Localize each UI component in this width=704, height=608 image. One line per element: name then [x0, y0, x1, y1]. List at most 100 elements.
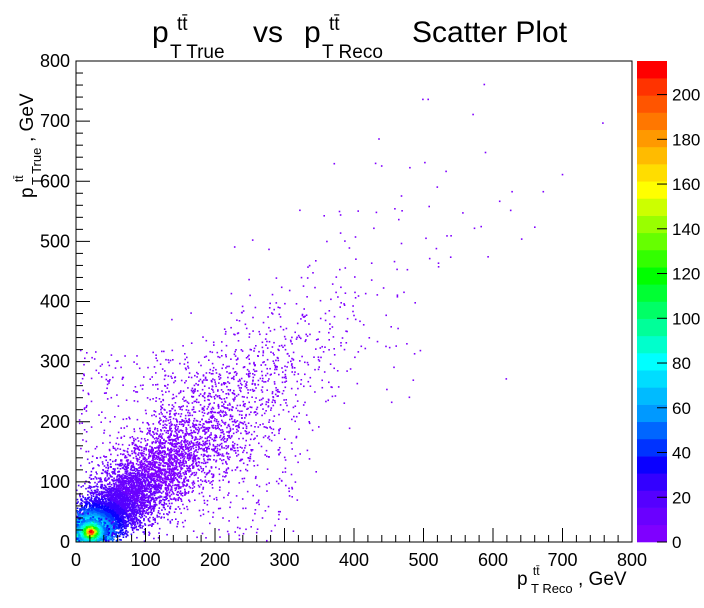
heatmap-cell [376, 340, 379, 343]
heatmap-cell [154, 410, 157, 413]
heatmap-cell [311, 429, 314, 432]
heatmap-cell [144, 483, 147, 485]
heatmap-cell [159, 471, 161, 474]
heatmap-cell [187, 469, 189, 472]
heatmap-cell [233, 393, 236, 396]
heatmap-cell [141, 506, 144, 509]
heatmap-cell [198, 428, 201, 430]
heatmap-cell [210, 415, 213, 417]
heatmap-cell [210, 432, 212, 434]
heatmap-cell [272, 399, 274, 401]
heatmap-cell [243, 396, 245, 398]
heatmap-cell [143, 465, 145, 468]
heatmap-cell [191, 402, 194, 404]
heatmap-cell [174, 452, 177, 455]
heatmap-cell [223, 403, 225, 405]
heatmap-cell [146, 465, 148, 468]
heatmap-cell [245, 357, 248, 359]
heatmap-cell [188, 470, 190, 472]
heatmap-cell [245, 528, 247, 531]
heatmap-cell [277, 510, 280, 513]
heatmap-cell [214, 436, 217, 438]
heatmap-cell [412, 379, 415, 381]
heatmap-cell [176, 473, 178, 476]
heatmap-cell [178, 436, 181, 438]
heatmap-cell [136, 363, 138, 365]
heatmap-cell [437, 262, 440, 264]
heatmap-cell [272, 428, 275, 431]
heatmap-cell [203, 409, 205, 412]
heatmap-cell [277, 449, 280, 451]
heatmap-cell [147, 480, 150, 483]
heatmap-cell [153, 452, 155, 455]
heatmap-cell [196, 428, 198, 431]
heatmap-cell [98, 464, 100, 467]
heatmap-cell [147, 468, 149, 471]
heatmap-cell [205, 537, 207, 539]
heatmap-cell [113, 489, 116, 491]
heatmap-cell [168, 410, 171, 412]
heatmap-cell [154, 518, 156, 521]
heatmap-cell [185, 462, 187, 464]
heatmap-cell [186, 405, 188, 408]
heatmap-cell [148, 482, 151, 484]
heatmap-cell [127, 510, 129, 513]
heatmap-cell [190, 434, 192, 437]
heatmap-cell [119, 533, 122, 535]
heatmap-cell [85, 487, 87, 490]
heatmap-cell [138, 449, 141, 451]
heatmap-cell [110, 483, 113, 486]
heatmap-cell [183, 478, 185, 480]
heatmap-cell [155, 447, 157, 449]
heatmap-cell [169, 441, 172, 444]
heatmap-cell [191, 435, 193, 437]
heatmap-cell [138, 504, 141, 507]
heatmap-cell [333, 162, 336, 165]
heatmap-cell [226, 530, 229, 533]
heatmap-cell [182, 425, 185, 427]
heatmap-cell [86, 404, 88, 407]
heatmap-cell [137, 512, 139, 515]
heatmap-cell [140, 496, 143, 498]
heatmap-cell [419, 349, 422, 352]
heatmap-cell [134, 473, 137, 475]
heatmap-cell [111, 495, 113, 497]
heatmap-cell [168, 465, 170, 468]
heatmap-cell [144, 440, 147, 442]
heatmap-cell [129, 494, 131, 496]
heatmap-cell [225, 354, 227, 356]
heatmap-cell [80, 447, 82, 450]
heatmap-cell [227, 494, 229, 496]
heatmap-cell [188, 449, 191, 452]
heatmap-cell [165, 358, 167, 361]
heatmap-cell [127, 504, 129, 506]
heatmap-cell [265, 403, 267, 406]
heatmap-cell [127, 531, 129, 533]
heatmap-cell [125, 508, 128, 511]
heatmap-cell [230, 358, 232, 360]
heatmap-cell [141, 513, 144, 516]
heatmap-cell [92, 502, 94, 505]
heatmap-cell [301, 314, 304, 317]
heatmap-cell [151, 461, 154, 464]
heatmap-cell [191, 442, 193, 444]
heatmap-cell [174, 455, 176, 457]
heatmap-cell [164, 409, 166, 411]
heatmap-cell [177, 447, 179, 450]
heatmap-cell [301, 313, 304, 316]
heatmap-cell [215, 460, 217, 463]
heatmap-cell [228, 492, 230, 494]
heatmap-cell [241, 395, 244, 398]
heatmap-cell [163, 459, 165, 462]
heatmap-cell [126, 507, 128, 509]
heatmap-cell [125, 497, 128, 499]
heatmap-cell [137, 509, 140, 511]
heatmap-cell [273, 415, 276, 417]
heatmap-cell [271, 312, 273, 314]
heatmap-cell [246, 368, 249, 371]
heatmap-cell [339, 268, 341, 271]
heatmap-cell [376, 294, 379, 296]
heatmap-cell [178, 431, 180, 433]
heatmap-cell [294, 420, 296, 423]
heatmap-cell [270, 409, 272, 411]
